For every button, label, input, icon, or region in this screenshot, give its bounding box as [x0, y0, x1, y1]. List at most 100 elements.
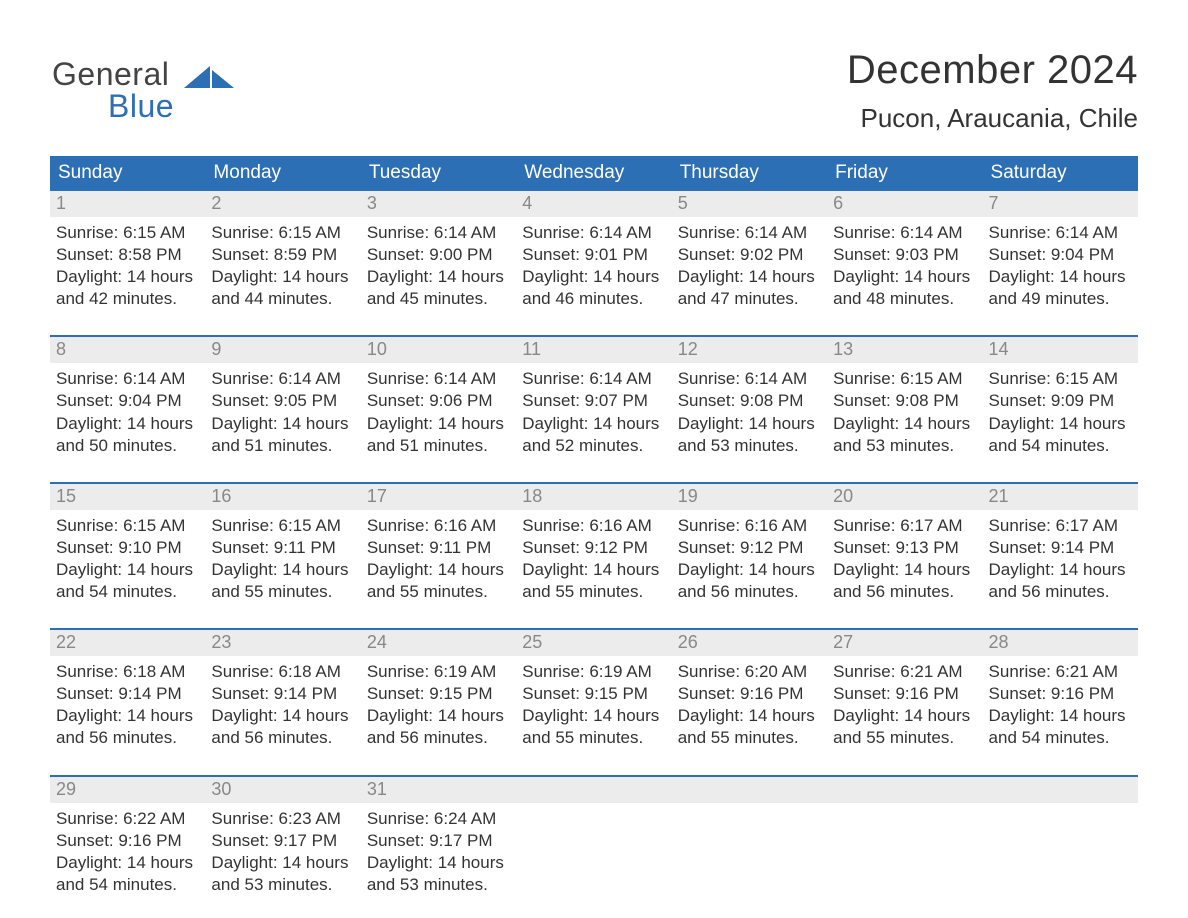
day-cell: Sunrise: 6:16 AMSunset: 9:11 PMDaylight:… [361, 510, 516, 615]
day-cell: Sunrise: 6:15 AMSunset: 9:11 PMDaylight:… [205, 510, 360, 615]
day-body-row: Sunrise: 6:15 AM Sunset: 9:10 PM Daylight:… [50, 510, 1138, 615]
day-number: 12 [672, 336, 827, 363]
daylight-line-1: Daylight: 14 hours [522, 266, 665, 288]
sunset-text: Sunset: 9:08 PM [833, 390, 976, 412]
day-cell: Sunrise: 6:15 AMSunset: 8:58 PMDaylight:… [50, 217, 205, 322]
daylight-line-1: Daylight: 14 hours [56, 413, 199, 435]
day-cell: Sunrise: 6:15 AMSunset: 9:09 PMDaylight:… [983, 363, 1138, 468]
daylight-line-2: and 45 minutes. [367, 288, 510, 310]
daylight-line-1: Daylight: 14 hours [989, 559, 1132, 581]
sunset-text: Sunset: 9:11 PM [367, 537, 510, 559]
sunrise-text: Sunrise: 6:14 AM [211, 368, 354, 390]
sunrise-text: Sunrise: 6:17 AM [833, 515, 976, 537]
day-number: 19 [672, 483, 827, 510]
daynum-row: 1234567 [50, 191, 1138, 217]
brand-word-2: Blue [108, 88, 174, 125]
day-number [516, 776, 671, 803]
sunset-text: Sunset: 9:06 PM [367, 390, 510, 412]
day-header: Tuesday [361, 156, 516, 191]
day-cell [516, 803, 671, 908]
day-cell: Sunrise: 6:16 AMSunset: 9:12 PMDaylight:… [672, 510, 827, 615]
day-number: 24 [361, 629, 516, 656]
day-body-row: Sunrise: 6:18 AMSunset: 9:14 PMDaylight:… [50, 656, 1138, 761]
sunrise-text: Sunrise: 6:14 AM [989, 222, 1132, 244]
daylight-line-1: Daylight: 14 hours [56, 266, 199, 288]
day-number: 21 [983, 483, 1138, 510]
day-number: 5 [672, 191, 827, 217]
sunset-text: Sunset: 9:16 PM [989, 683, 1132, 705]
sunset-text: Sunset: 9:01 PM [522, 244, 665, 266]
day-cell: Sunrise: 6:19 AMSunset: 9:15 PMDaylight:… [516, 656, 671, 761]
sunrise-text: Sunrise: 6:14 AM [678, 222, 821, 244]
daylight-line-1: Daylight: 14 hours [211, 413, 354, 435]
sunset-text: Sunset: 9:02 PM [678, 244, 821, 266]
daylight-line-2: and 56 minutes. [56, 727, 199, 749]
day-cell: Sunrise: 6:16 AMSunset: 9:12 PMDaylight:… [516, 510, 671, 615]
day-number: 3 [361, 191, 516, 217]
sunrise-text: Sunrise: 6:14 AM [367, 368, 510, 390]
day-number: 13 [827, 336, 982, 363]
day-number: 18 [516, 483, 671, 510]
day-cell: Sunrise: 6:14 AMSunset: 9:01 PMDaylight:… [516, 217, 671, 322]
daylight-line-2: and 56 minutes. [678, 581, 821, 603]
daylight-line-2: and 56 minutes. [367, 727, 510, 749]
day-header: Monday [205, 156, 360, 191]
sunrise-text: Sunrise: 6:14 AM [678, 368, 821, 390]
day-number [672, 776, 827, 803]
day-cell: Sunrise: 6:23 AMSunset: 9:17 PMDaylight:… [205, 803, 360, 908]
daylight-line-1: Daylight: 14 hours [211, 559, 354, 581]
sunset-text: Sunset: 9:11 PM [211, 537, 354, 559]
day-number: 1 [50, 191, 205, 217]
sunrise-text: Sunrise: 6:17 AM [989, 515, 1132, 537]
daylight-line-1: Daylight: 14 hours [833, 266, 976, 288]
day-cell: Sunrise: 6:20 AMSunset: 9:16 PMDaylight:… [672, 656, 827, 761]
day-cell: Sunrise: 6:14 AMSunset: 9:08 PMDaylight:… [672, 363, 827, 468]
sunset-text: Sunset: 9:08 PM [678, 390, 821, 412]
daylight-line-1: Daylight: 14 hours [833, 705, 976, 727]
sunset-text: Sunset: 9:04 PM [56, 390, 199, 412]
daynum-row: 891011121314 [50, 336, 1138, 363]
day-number: 6 [827, 191, 982, 217]
daylight-line-2: and 51 minutes. [211, 435, 354, 457]
sunset-text: Sunset: 9:07 PM [522, 390, 665, 412]
sunset-text: Sunset: 8:59 PM [211, 244, 354, 266]
day-number: 23 [205, 629, 360, 656]
day-number: 10 [361, 336, 516, 363]
sunrise-text: Sunrise: 6:21 AM [989, 661, 1132, 683]
sunrise-text: Sunrise: 6:21 AM [833, 661, 976, 683]
day-number [983, 776, 1138, 803]
sunrise-text: Sunrise: 6:16 AM [678, 515, 821, 537]
day-cell: Sunrise: 6:19 AMSunset: 9:15 PMDaylight:… [361, 656, 516, 761]
day-cell [827, 803, 982, 908]
sunrise-text: Sunrise: 6:18 AM [211, 661, 354, 683]
sunrise-text: Sunrise: 6:14 AM [833, 222, 976, 244]
daylight-line-1: Daylight: 14 hours [367, 413, 510, 435]
sunset-text: Sunset: 9:03 PM [833, 244, 976, 266]
daylight-line-2: and 53 minutes. [678, 435, 821, 457]
day-number: 4 [516, 191, 671, 217]
day-cell: Sunrise: 6:14 AMSunset: 9:00 PMDaylight:… [361, 217, 516, 322]
day-cell: Sunrise: 6:15 AMSunset: 9:10 PMDaylight:… [50, 510, 205, 615]
day-cell: Sunrise: 6:15 AMSunset: 9:08 PMDaylight:… [827, 363, 982, 468]
sunrise-text: Sunrise: 6:15 AM [211, 515, 354, 537]
day-cell: Sunrise: 6:24 AMSunset: 9:17 PMDaylight:… [361, 803, 516, 908]
daylight-line-2: and 51 minutes. [367, 435, 510, 457]
day-number: 29 [50, 776, 205, 803]
sunrise-text: Sunrise: 6:16 AM [522, 515, 665, 537]
day-number [827, 776, 982, 803]
sunset-text: Sunset: 9:17 PM [211, 830, 354, 852]
daylight-line-1: Daylight: 14 hours [367, 559, 510, 581]
daylight-line-2: and 55 minutes. [522, 727, 665, 749]
day-number: 9 [205, 336, 360, 363]
daylight-line-2: and 56 minutes. [211, 727, 354, 749]
sunrise-text: Sunrise: 6:20 AM [678, 661, 821, 683]
sunrise-text: Sunrise: 6:14 AM [522, 222, 665, 244]
sunset-text: Sunset: 9:15 PM [522, 683, 665, 705]
sunset-text: Sunset: 9:10 PM [56, 537, 199, 559]
day-body-row: Sunrise: 6:14 AMSunset: 9:04 PMDaylight:… [50, 363, 1138, 468]
daynum-row: 293031 [50, 776, 1138, 803]
daylight-line-1: Daylight: 14 hours [522, 705, 665, 727]
daylight-line-1: Daylight: 14 hours [989, 705, 1132, 727]
sunset-text: Sunset: 9:00 PM [367, 244, 510, 266]
daylight-line-2: and 54 minutes. [56, 581, 199, 603]
